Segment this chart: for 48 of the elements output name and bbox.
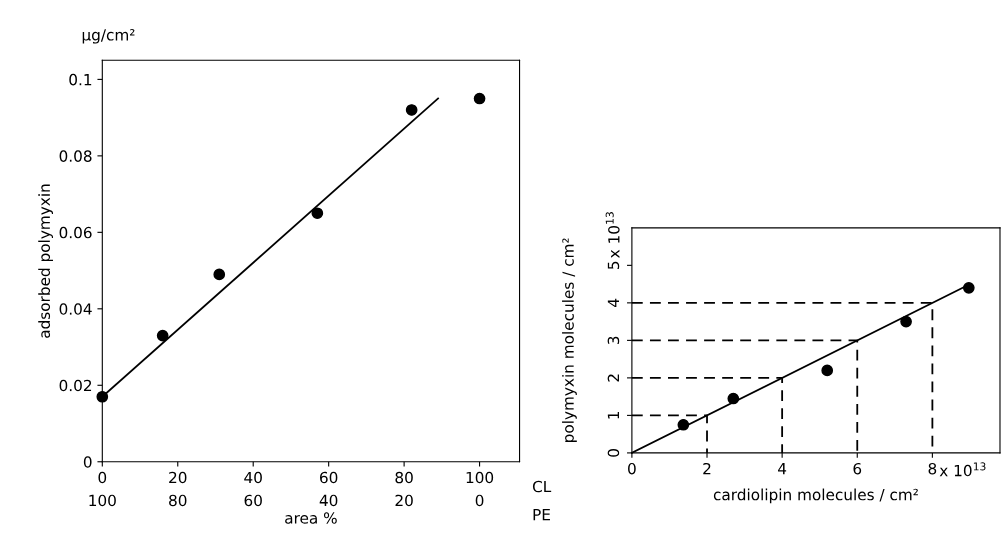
text: x 10$^{13}$ [605,212,620,258]
y-tick-label: 0.1 [69,73,92,86]
x-tick-label: 8 [928,462,937,475]
x2-tick-label: 20 [395,494,413,507]
point [213,268,226,281]
point [156,329,169,342]
y-tick-label: 0 [607,449,620,457]
y-tick-label: 2 [607,374,619,382]
point [900,315,912,328]
text: µg/cm² [82,29,135,44]
text: x 10$^{13}$ [939,462,986,477]
y-tick-label: 1 [607,411,619,419]
point [962,282,975,294]
x2-tick-label: 100 [89,494,116,507]
x2-tick-label: 80 [169,494,187,507]
x-tick-label: 80 [395,471,413,484]
point [473,92,486,105]
x-tick-label: 60 [320,471,338,484]
x-tick-label: 0 [98,471,107,484]
x-axis-title: area % [285,512,337,524]
point [727,392,740,405]
x2-tick-label: 60 [244,494,262,507]
y-tick-label: 0.08 [59,150,92,162]
y-tick-label: 0.06 [59,226,92,239]
x-axis-title: cardiolipin molecules / cm² [713,488,918,504]
point [311,207,324,220]
y-tick-label: 0.04 [59,303,92,315]
y-tick-label: 4 [607,298,619,307]
point [96,390,109,403]
x-tick-label: 6 [853,462,862,475]
x-tick-label: 0 [628,462,636,475]
x-tick-label: 20 [169,471,187,484]
y-tick-label: 0.02 [59,379,92,392]
x-tick-label: 2 [703,462,711,475]
point [677,418,690,431]
y-tick-label: 5 [607,261,620,270]
point [821,364,834,377]
x-tick-label: 100 [466,471,494,484]
text: CL [532,480,552,493]
y-axis-title: adsorbed polymyxin [38,184,54,338]
point [405,104,418,116]
y-tick-label: 3 [607,336,620,345]
x-tick-label: 4 [778,463,787,475]
x2-tick-label: 40 [319,494,338,507]
y-axis-title: polymyxin molecules / cm² [562,238,577,442]
x2-tick-label: 0 [475,494,484,507]
x-tick-label: 40 [244,471,262,484]
text: PE [533,509,550,521]
